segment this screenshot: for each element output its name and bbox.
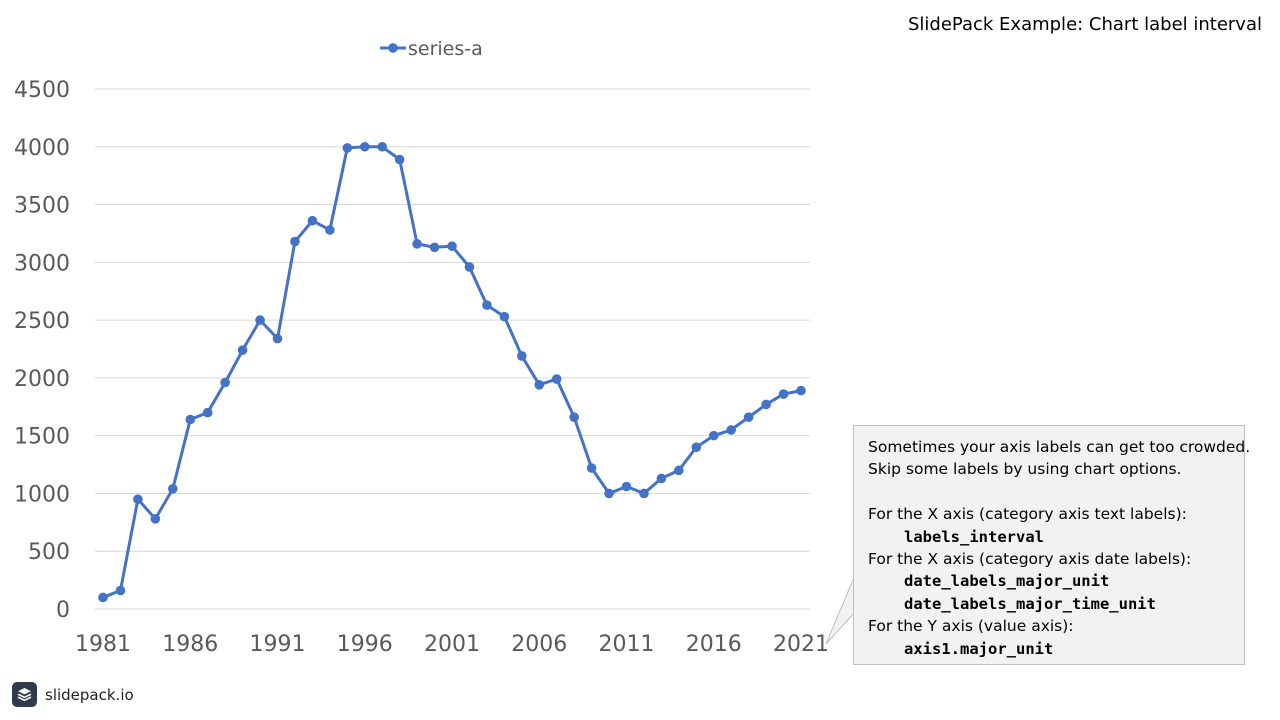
data-point — [674, 465, 684, 476]
legend: series-a — [380, 38, 483, 60]
callout-x-date-option-1: date_labels_major_unit — [904, 572, 1110, 591]
callout-x-date-heading: For the X axis (category axis date label… — [868, 550, 1192, 569]
callout-x-text-heading: For the X axis (category axis text label… — [868, 505, 1187, 524]
data-point — [115, 585, 126, 596]
data-point — [743, 412, 754, 422]
data-point — [691, 442, 702, 453]
data-point — [464, 262, 475, 272]
x-axis-tick-labels: 1981 1986 1991 1996 2001 2006 2011 2016 2021 — [75, 632, 829, 657]
callout-line-2: Skip some labels by using chart options. — [868, 460, 1182, 479]
data-point — [133, 494, 143, 505]
brand-text: slidepack.io — [45, 685, 134, 704]
data-point — [342, 143, 353, 153]
data-point — [150, 514, 161, 524]
legend-label: series-a — [408, 38, 483, 60]
data-point — [377, 141, 388, 152]
y-tick-label: 1000 — [14, 482, 70, 507]
data-point — [272, 333, 283, 344]
data-point — [98, 592, 108, 603]
data-point — [447, 241, 457, 251]
data-point — [307, 215, 318, 226]
gridlines — [95, 88, 810, 552]
x-tick-label: 1991 — [250, 632, 306, 657]
data-point — [325, 225, 335, 235]
data-point — [586, 463, 597, 473]
x-tick-label: 2006 — [511, 632, 567, 657]
data-point — [621, 481, 632, 492]
data-point — [290, 236, 300, 247]
data-point — [220, 377, 230, 388]
data-point — [255, 315, 265, 325]
x-tick-label: 1981 — [75, 632, 131, 657]
y-tick-label: 1500 — [14, 425, 70, 450]
y-tick-label: 500 — [28, 540, 70, 565]
series-layer — [98, 141, 806, 603]
data-point — [185, 414, 196, 425]
y-tick-label: 3000 — [14, 251, 70, 276]
callout-y-heading: For the Y axis (value axis): — [868, 617, 1074, 636]
callout-line-1: Sometimes your axis labels can get too c… — [868, 438, 1251, 456]
slidepack-logo-icon — [12, 682, 37, 707]
data-point — [517, 351, 527, 361]
data-point — [551, 374, 562, 384]
data-point — [429, 242, 440, 253]
x-tick-label: 2021 — [773, 632, 829, 657]
data-point — [499, 311, 510, 322]
x-tick-label: 2011 — [599, 632, 655, 657]
y-tick-label: 2500 — [14, 309, 70, 334]
y-tick-label: 2000 — [14, 367, 70, 392]
data-point — [726, 425, 736, 435]
callout-x-text-option: labels_interval — [904, 527, 1044, 546]
x-tick-label: 1996 — [337, 632, 393, 657]
callout-spacer — [868, 481, 1230, 503]
callout-y-option: axis1.major_unit — [904, 639, 1054, 658]
data-point — [482, 300, 492, 310]
callout-x-date-option-2: date_labels_major_time_unit — [904, 594, 1156, 613]
x-tick-label: 2016 — [686, 632, 742, 657]
data-point — [394, 154, 405, 165]
data-point — [778, 389, 789, 399]
data-point — [656, 473, 667, 484]
brand[interactable]: slidepack.io — [12, 682, 134, 707]
data-point — [202, 407, 213, 418]
y-tick-label: 0 — [56, 598, 70, 623]
data-point — [168, 484, 178, 494]
data-point — [639, 488, 649, 499]
y-tick-label: 3500 — [14, 194, 70, 219]
y-axis-tick-labels: 0 500 1000 1500 2000 2500 3000 3500 4000 4500 — [14, 78, 70, 623]
data-point — [796, 385, 806, 396]
data-point — [569, 412, 579, 422]
data-point — [534, 380, 545, 390]
data-point — [708, 430, 719, 441]
legend-point-marker — [388, 43, 398, 53]
data-point — [761, 399, 771, 410]
y-tick-label: 4000 — [14, 136, 70, 161]
y-tick-label: 4500 — [14, 78, 70, 103]
x-tick-label: 2001 — [424, 632, 480, 657]
info-callout: Sometimes your axis labels can get too c… — [853, 425, 1251, 665]
data-point — [412, 239, 422, 249]
x-tick-label: 1986 — [162, 632, 218, 657]
data-point — [237, 345, 248, 355]
data-point — [604, 488, 614, 499]
slide-title: SlidePack Example: Chart label interval — [908, 14, 1262, 35]
data-point — [359, 141, 370, 152]
